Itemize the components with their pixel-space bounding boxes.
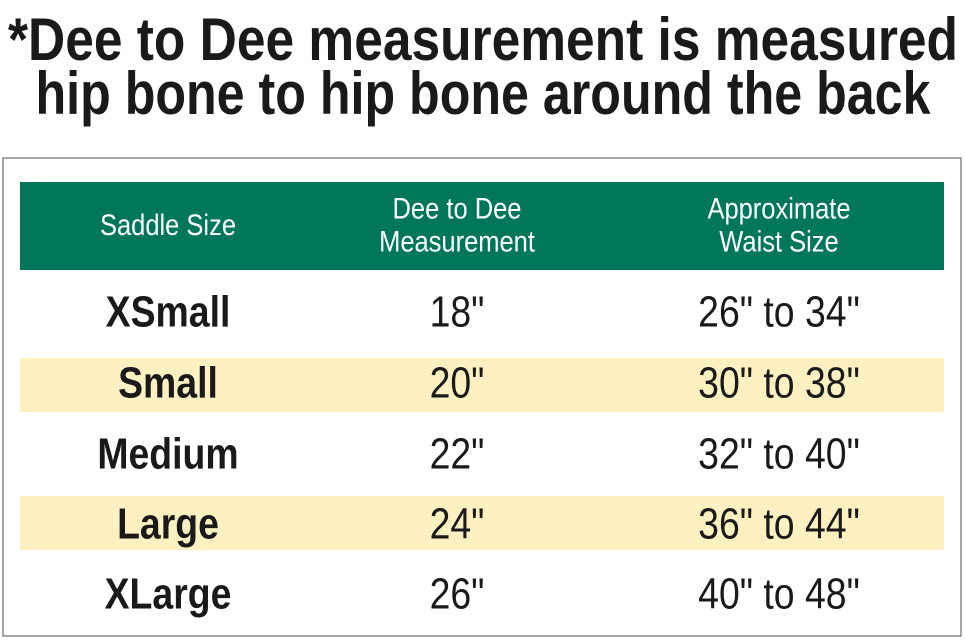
size-label: Small	[118, 358, 218, 408]
cell: 18"	[430, 287, 485, 337]
cell: 30" to 38"	[698, 358, 860, 408]
size-label: Medium	[97, 429, 238, 479]
cell: 22"	[430, 429, 485, 479]
header-band	[20, 182, 944, 270]
header-cell: Approximate	[707, 191, 850, 224]
header-cell: Measurement	[379, 224, 535, 257]
row-stripe	[20, 496, 944, 550]
cell: 40" to 48"	[698, 569, 860, 619]
heading-line: *Dee to Dee measurement is measured	[8, 6, 958, 73]
size-label: XSmall	[106, 287, 231, 337]
cell: 36" to 44"	[698, 499, 860, 549]
header-cell: Dee to Dee	[393, 191, 522, 224]
cell: 24"	[430, 499, 485, 549]
row-stripe	[20, 358, 944, 412]
cell: 26" to 34"	[698, 287, 860, 337]
heading-line: hip bone to hip bone around the back	[36, 60, 932, 127]
header-cell: Waist Size	[719, 224, 838, 257]
cell: 20"	[430, 358, 485, 408]
size-label: Large	[117, 499, 219, 549]
cell: 32" to 40"	[698, 429, 860, 479]
header-cell: Saddle Size	[100, 208, 236, 241]
cell: 26"	[430, 569, 485, 619]
size-label: XLarge	[105, 569, 232, 619]
